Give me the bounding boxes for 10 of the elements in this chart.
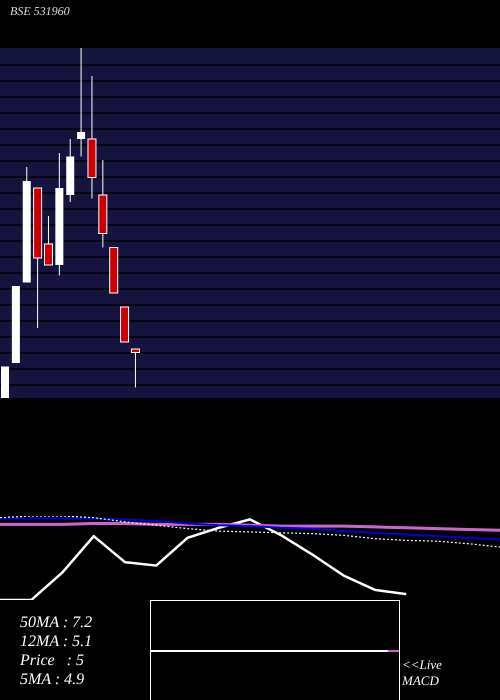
candlestick [77, 48, 86, 157]
text: MACD [402, 673, 439, 689]
text: <<Live [402, 657, 442, 673]
text: 50MA : 7.2 [20, 613, 92, 632]
text: 12MA : 5.1 [20, 632, 92, 651]
candlestick [44, 216, 53, 266]
text: Price : 5 [20, 651, 84, 670]
chart-title: BSE 531960 [10, 4, 70, 19]
candlestick [130, 348, 140, 388]
text: 5MA : 4.9 [20, 670, 84, 689]
